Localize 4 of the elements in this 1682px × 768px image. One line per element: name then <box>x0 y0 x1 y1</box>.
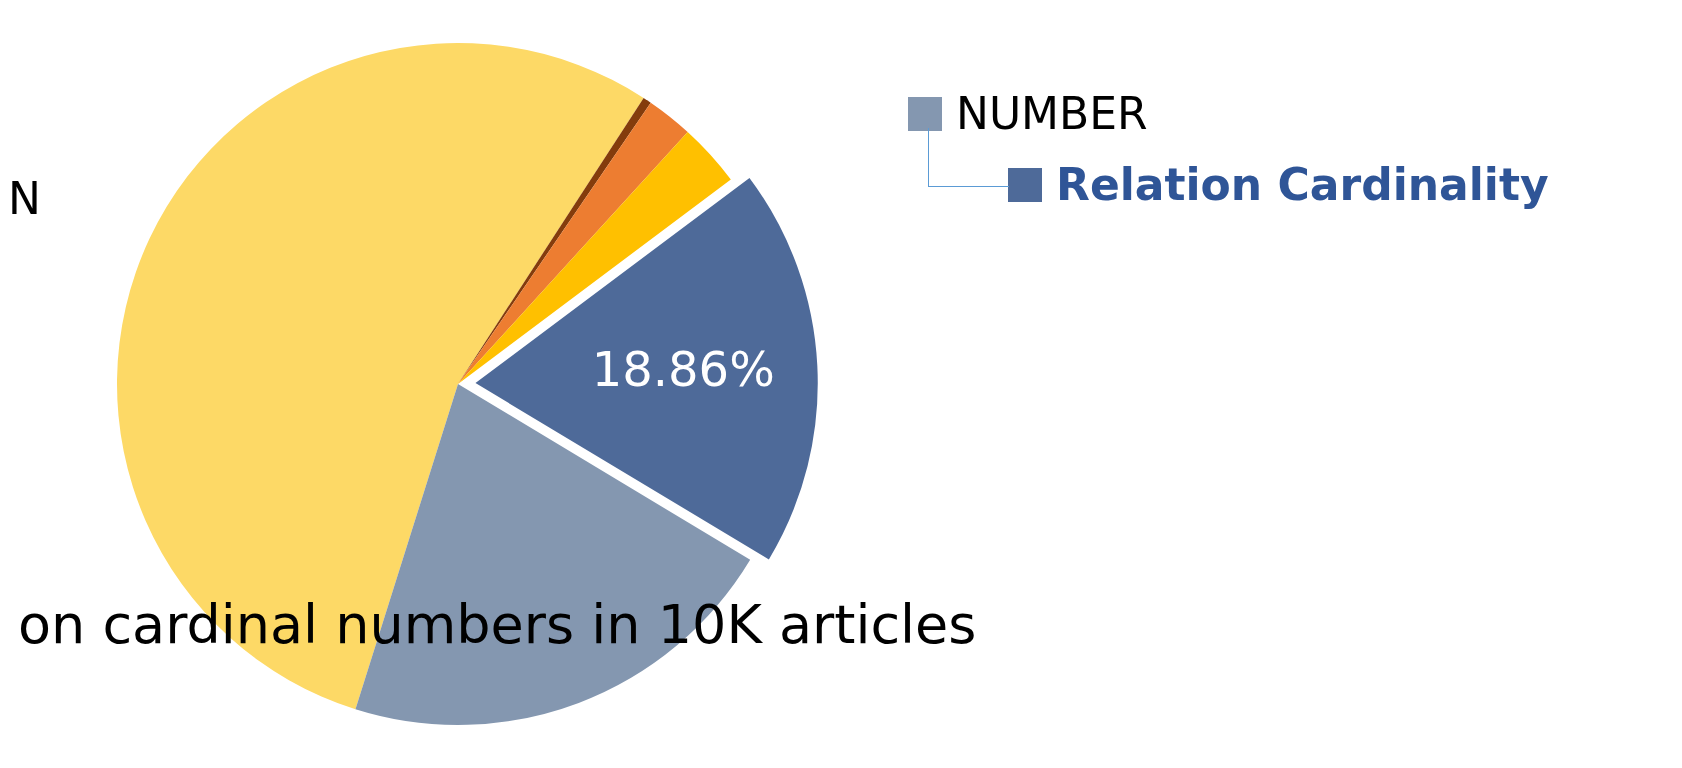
data-label: 18.86% <box>591 341 775 398</box>
text: N <box>8 173 41 224</box>
legend-label: Relation Cardinality <box>1056 159 1549 210</box>
legend-label: NUMBER <box>956 88 1148 139</box>
